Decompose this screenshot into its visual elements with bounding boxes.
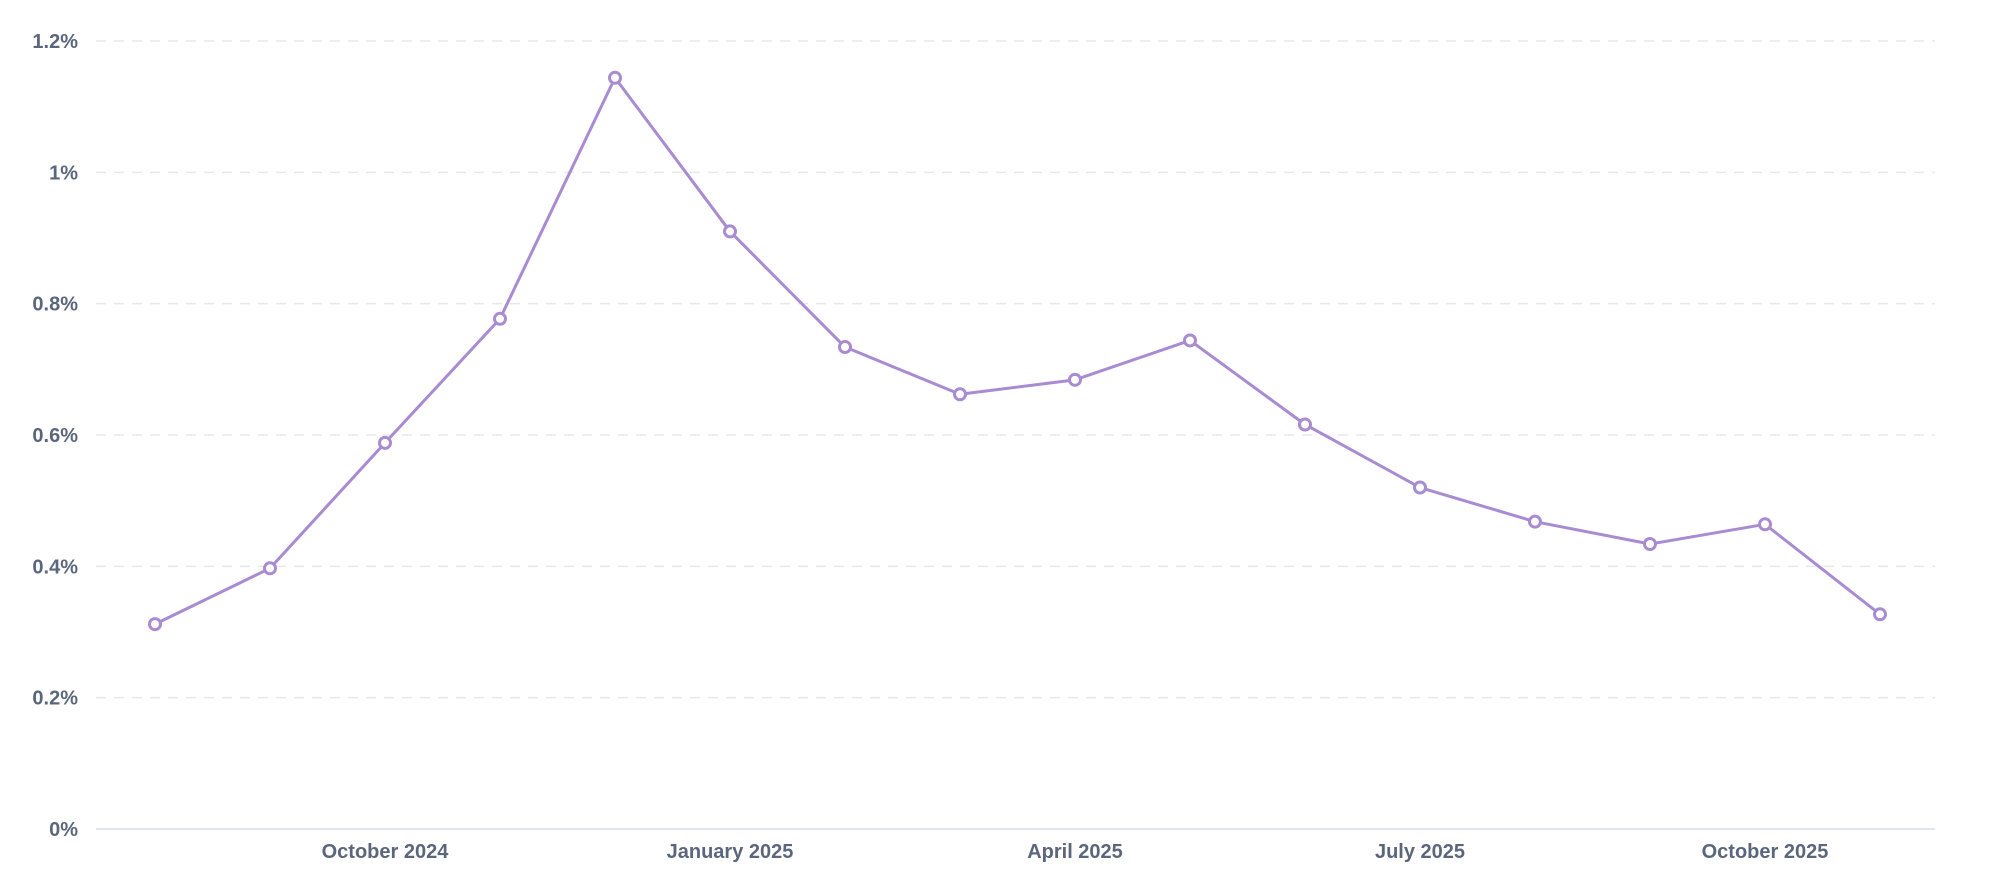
y-tick-label: 0.2% bbox=[32, 688, 78, 710]
gridlines bbox=[96, 40, 1935, 830]
data-point bbox=[1528, 514, 1542, 529]
data-point bbox=[1298, 417, 1312, 432]
y-axis: 0% 0.2% 0.4% 0.6% 0.8% 1% 1.2% bbox=[32, 31, 78, 841]
data-point bbox=[378, 435, 392, 450]
x-tick-label: October 2024 bbox=[322, 841, 450, 863]
data-point bbox=[953, 387, 967, 402]
y-tick-label: 1% bbox=[49, 162, 78, 184]
data-point bbox=[608, 70, 622, 85]
data-point bbox=[1068, 372, 1082, 387]
y-tick-label: 0% bbox=[49, 819, 78, 841]
data-point bbox=[1873, 607, 1887, 622]
data-point bbox=[263, 561, 277, 576]
x-tick-label: October 2025 bbox=[1702, 841, 1829, 863]
y-tick-label: 1.2% bbox=[32, 31, 78, 53]
data-point bbox=[148, 617, 162, 632]
x-axis: October 2024 January 2025 April 2025 July 2… bbox=[322, 841, 1829, 863]
x-tick-label: July 2025 bbox=[1375, 841, 1465, 863]
data-point bbox=[1183, 333, 1197, 348]
series-line bbox=[148, 70, 1887, 632]
data-point bbox=[1413, 480, 1427, 495]
x-tick-label: April 2025 bbox=[1027, 841, 1123, 863]
data-point bbox=[493, 311, 507, 326]
data-point bbox=[1758, 517, 1772, 532]
series-path bbox=[154, 76, 1881, 626]
data-point bbox=[1643, 537, 1657, 552]
y-tick-label: 0.6% bbox=[32, 425, 78, 447]
x-tick-label: January 2025 bbox=[667, 841, 794, 863]
y-tick-label: 0.4% bbox=[32, 556, 78, 578]
data-point bbox=[723, 224, 737, 239]
data-point bbox=[838, 340, 852, 355]
y-tick-label: 0.8% bbox=[32, 294, 78, 316]
